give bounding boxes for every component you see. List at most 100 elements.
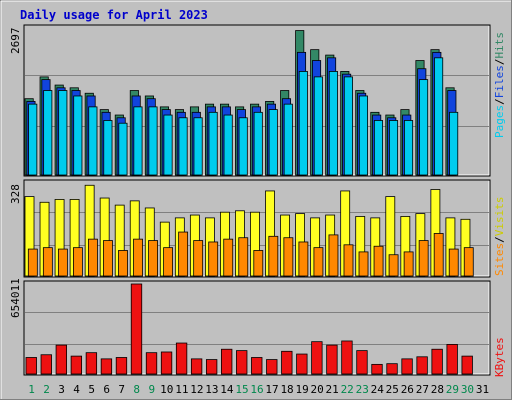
sites-bar	[463, 247, 474, 277]
kbytes-bar	[205, 359, 218, 375]
sites-bar	[433, 233, 444, 277]
sites-bar	[388, 254, 399, 277]
pages-bar	[434, 57, 444, 176]
pages-bar	[449, 111, 459, 176]
sites-bar	[148, 240, 158, 277]
day-label: 26	[401, 383, 414, 396]
pages-bar	[118, 122, 128, 176]
sites-bar	[253, 250, 264, 277]
kbytes-bar	[446, 344, 458, 375]
sites-bar	[42, 247, 53, 277]
sites-bar	[283, 237, 294, 277]
day-label: 20	[311, 383, 324, 396]
sites-bar	[103, 240, 113, 277]
pages-bar	[298, 71, 308, 176]
kbytes-bar	[431, 348, 443, 375]
day-label: 31	[476, 383, 489, 396]
pages-bar	[73, 95, 83, 176]
pages-bar	[404, 120, 414, 176]
day-label: 4	[73, 383, 80, 396]
kbytes-bar	[55, 344, 67, 375]
pages-bar	[148, 106, 158, 176]
kbytes-bar	[190, 358, 203, 375]
kbytes-bar	[160, 351, 173, 375]
kbytes-bar	[461, 355, 473, 375]
sites-bar	[358, 251, 369, 277]
sites-bar	[27, 248, 38, 277]
kbytes-bar	[251, 357, 263, 375]
sites-bar	[57, 248, 68, 277]
day-label: 16	[250, 383, 263, 396]
pages-bar	[88, 106, 98, 176]
sites-bar	[328, 234, 339, 277]
sites-bar	[208, 241, 219, 277]
legend-sep-3: /	[493, 236, 506, 243]
pages-bar	[283, 103, 293, 176]
day-label: 15	[235, 383, 248, 396]
day-label: 9	[148, 383, 155, 396]
pages-bar	[343, 76, 353, 176]
day-label: 11	[175, 383, 188, 396]
pages-bar	[419, 79, 429, 176]
pages-bar	[313, 76, 323, 176]
kbytes-bar	[130, 283, 143, 375]
day-label: 14	[220, 383, 234, 396]
pages-bar	[388, 120, 399, 176]
pages-bar	[193, 117, 203, 176]
kbytes-bar	[281, 350, 293, 375]
pages-bar	[133, 106, 143, 176]
pages-bar	[58, 90, 68, 176]
day-label: 28	[431, 383, 444, 396]
day-label: 3	[58, 383, 65, 396]
kbytes-bar	[371, 363, 383, 375]
kbytes-bar	[356, 350, 368, 375]
sites-bar	[238, 237, 249, 277]
kbytes-bar	[386, 363, 398, 375]
legend-hits-files-pages: Pages/Files/Hits	[493, 32, 506, 138]
hits-ymax-label: 2697	[9, 28, 22, 55]
legend-files: Files	[493, 65, 506, 98]
day-label: 8	[133, 383, 140, 396]
pages-bar	[373, 120, 384, 176]
pages-bar	[253, 111, 263, 176]
pages-bar	[268, 109, 278, 176]
day-label: 17	[265, 383, 278, 396]
pages-bar	[103, 120, 113, 176]
sites-bar	[223, 238, 234, 277]
day-label: 10	[160, 383, 173, 396]
sites-bar	[178, 231, 189, 277]
kbytes-bar	[236, 350, 248, 375]
kbytes-bar	[326, 344, 338, 375]
day-label: 27	[416, 383, 429, 396]
pages-bar	[208, 111, 218, 176]
sites-bar	[163, 247, 174, 277]
pages-bar	[238, 117, 248, 176]
pages-bar	[43, 90, 53, 176]
day-label: 5	[88, 383, 95, 396]
day-label: 30	[461, 383, 474, 396]
day-label: 18	[280, 383, 293, 396]
sites-bar	[268, 235, 279, 277]
kbytes-bar	[145, 352, 158, 375]
day-label: 6	[103, 383, 110, 396]
kbytes-ymax-label: 654011	[9, 278, 22, 318]
legend-sites: Sites	[493, 243, 506, 276]
kbytes-bar	[25, 357, 37, 375]
sites-bar	[73, 247, 83, 277]
kbytes-bar	[296, 353, 308, 375]
day-label: 7	[118, 383, 125, 396]
sites-bar	[88, 238, 98, 277]
pages-bar	[358, 95, 368, 176]
legend-visits: Visits	[493, 197, 506, 237]
visits-ymax-label: 328	[9, 184, 22, 204]
kbytes-bar	[100, 358, 113, 375]
sites-bar	[118, 250, 128, 277]
day-label: 12	[190, 383, 203, 396]
day-label: 24	[371, 383, 385, 396]
sites-bar	[193, 240, 204, 277]
day-label: 25	[386, 383, 399, 396]
kbytes-bar	[40, 354, 52, 375]
kbytes-bar	[85, 352, 98, 375]
legend-sep-2: /	[493, 59, 506, 66]
